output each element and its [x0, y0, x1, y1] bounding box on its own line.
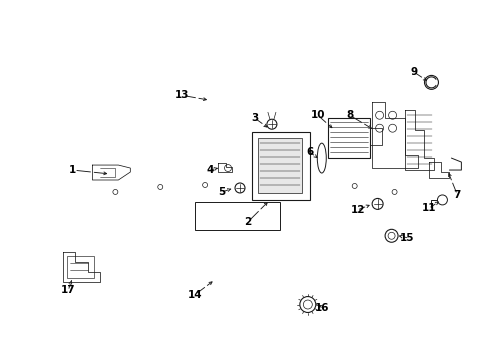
Text: 3: 3 [251, 113, 258, 123]
Text: 15: 15 [400, 233, 414, 243]
Ellipse shape [317, 143, 325, 173]
Bar [66, 256, 94, 278]
Text: 7: 7 [453, 190, 460, 200]
Text: 1: 1 [69, 165, 76, 175]
Text: 11: 11 [421, 203, 436, 213]
Bar [195, 202, 279, 230]
Text: 6: 6 [305, 147, 313, 157]
Text: 8: 8 [346, 110, 353, 120]
Bar [327, 118, 369, 158]
Text: 14: 14 [187, 289, 202, 300]
Text: 12: 12 [350, 205, 364, 215]
Text: 4: 4 [206, 165, 213, 175]
Text: 2: 2 [244, 217, 251, 227]
Bar [251, 132, 309, 200]
Text: 5: 5 [218, 187, 225, 197]
Bar [258, 138, 301, 193]
Text: 16: 16 [314, 302, 328, 312]
Text: 10: 10 [310, 110, 325, 120]
Text: 13: 13 [175, 90, 189, 100]
Text: 17: 17 [61, 284, 76, 294]
Text: 9: 9 [410, 67, 417, 77]
